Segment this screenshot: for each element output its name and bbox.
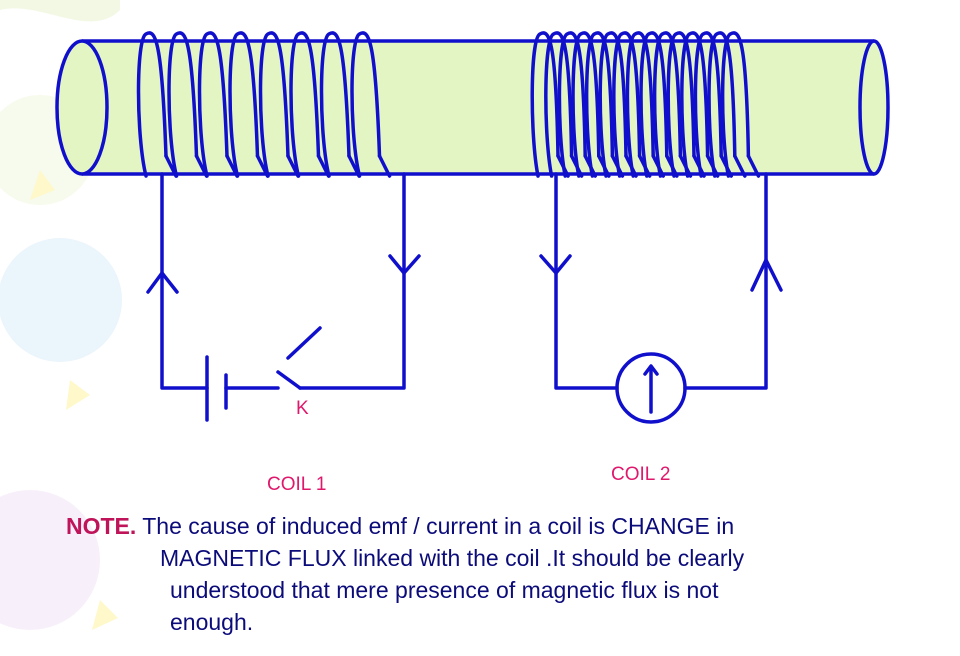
circuit-2 xyxy=(539,172,783,424)
coil-turn xyxy=(652,31,683,178)
coil-turn xyxy=(289,31,321,178)
coil-turn xyxy=(693,31,723,178)
note-line-1: NOTE. The cause of induced emf / current… xyxy=(66,510,734,542)
coil-turn xyxy=(666,31,696,178)
coil-turn xyxy=(258,31,290,178)
switch-k-pointer xyxy=(286,326,322,360)
circuit-2-left-wire xyxy=(554,172,619,390)
galvanometer-needle-head xyxy=(643,364,659,376)
arrow-down-icon xyxy=(388,254,421,275)
coil-2-windings xyxy=(530,31,761,178)
coil-turn-back xyxy=(746,154,761,178)
arrow-up-icon xyxy=(146,271,179,294)
switch-label: K xyxy=(296,398,309,419)
coil-turn xyxy=(167,31,199,178)
circuit-1-left-wire xyxy=(160,172,209,390)
coil-turn xyxy=(557,31,587,178)
coil-turn-back xyxy=(733,154,747,178)
coil-turn xyxy=(136,31,168,178)
note-prefix: NOTE. xyxy=(66,513,137,539)
note-line-4: enough. xyxy=(170,609,254,635)
circuit-1 xyxy=(146,172,421,422)
cylinder-core xyxy=(55,39,890,176)
coil-turn xyxy=(544,31,574,178)
note-line-3: understood that mere presence of magneti… xyxy=(170,577,719,603)
coil-turn-back xyxy=(377,154,392,178)
coil-turn xyxy=(720,31,751,178)
coil-turn xyxy=(350,31,382,178)
coil-turn xyxy=(228,31,260,178)
note-line-2: MAGNETIC FLUX linked with the coil .It s… xyxy=(160,545,745,571)
coil-turn xyxy=(571,31,601,178)
switch-k-blade xyxy=(276,370,302,390)
coil-turn xyxy=(707,31,737,178)
coil-turn xyxy=(584,31,615,178)
coil-turn xyxy=(598,31,628,178)
coil-turn xyxy=(612,31,642,178)
coil-turn xyxy=(530,31,560,178)
coil-turn xyxy=(319,31,351,178)
coil-turn xyxy=(625,31,655,178)
circuit-1-right-wire xyxy=(298,172,406,390)
arrow-up-icon xyxy=(750,258,783,292)
circuit-2-right-wire xyxy=(683,172,768,390)
coil-1-windings xyxy=(136,31,392,178)
arrow-down-icon xyxy=(539,254,572,275)
note-line-1-text: The cause of induced emf / current in a … xyxy=(136,513,735,539)
coil-turn xyxy=(639,31,669,178)
coil-1-label: COIL 1 xyxy=(267,474,327,495)
coil-2-label: COIL 2 xyxy=(611,464,671,485)
coil-turn xyxy=(197,31,229,178)
coil-turn xyxy=(680,31,710,178)
